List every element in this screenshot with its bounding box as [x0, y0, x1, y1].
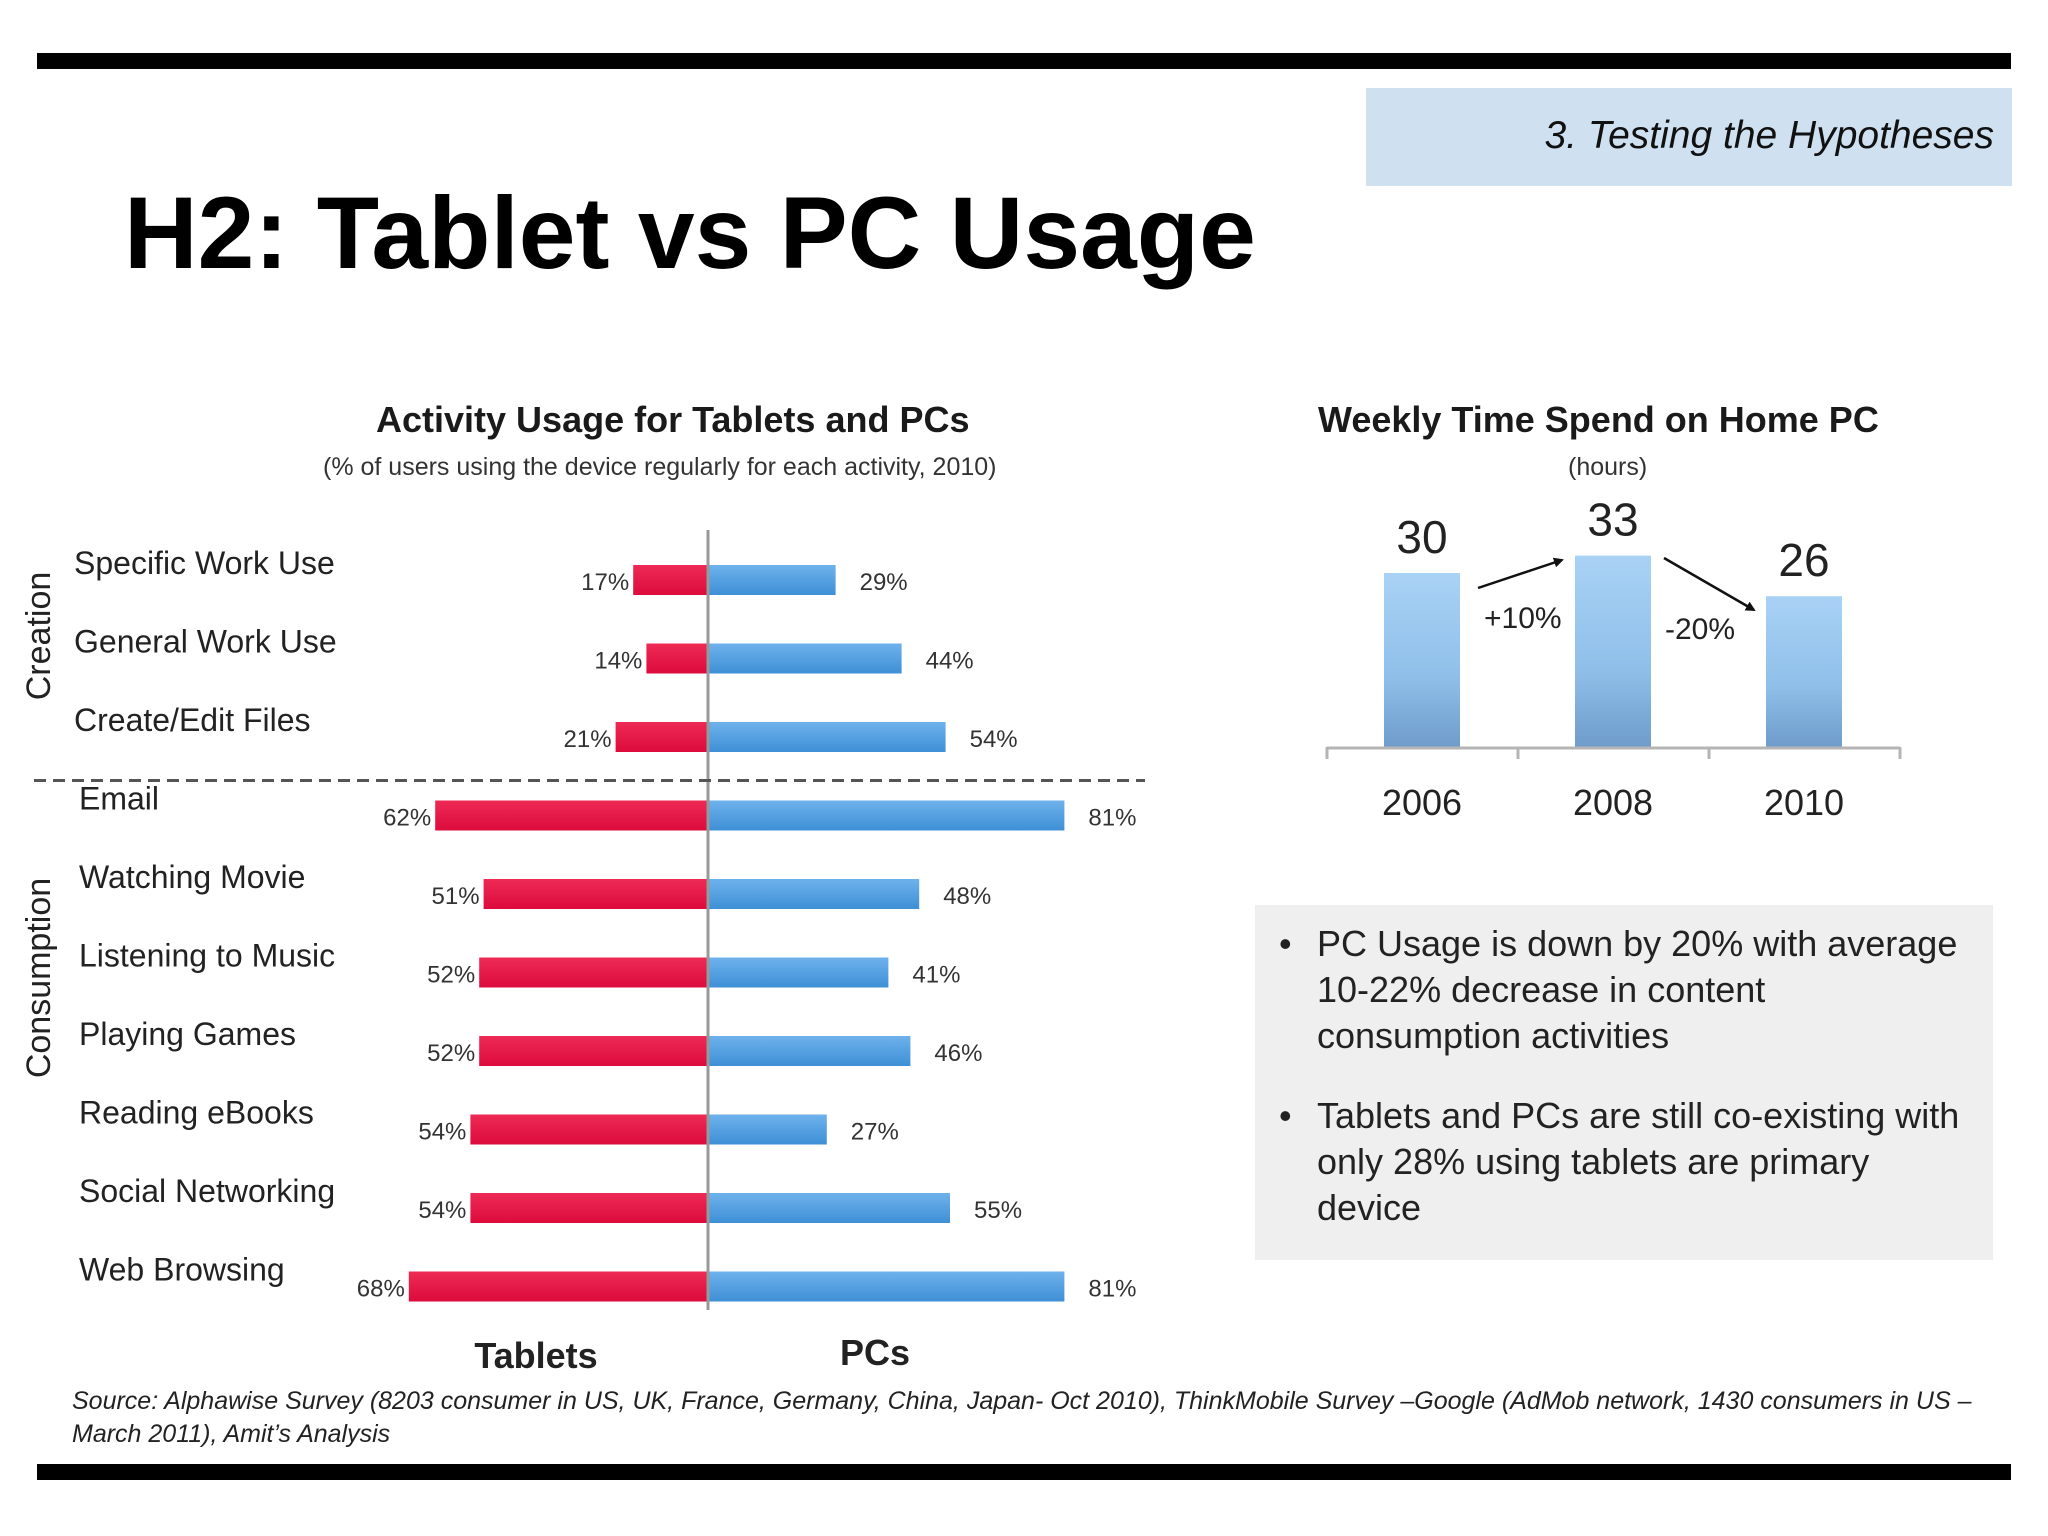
section-tag: 3. Testing the Hypotheses — [1366, 88, 2012, 186]
tablet-value-label: 54% — [418, 1197, 466, 1224]
tablet-value-label: 14% — [594, 648, 642, 675]
key-findings-box: PC Usage is down by 20% with average 10-… — [1255, 905, 1993, 1260]
pc-value-label: 44% — [926, 648, 974, 675]
pc-bar — [708, 957, 889, 988]
tablet-value-label: 52% — [427, 1040, 475, 1067]
pc-time-chart-title: Weekly Time Spend on Home PC — [1318, 399, 1879, 440]
page-title: H2: Tablet vs PC Usage — [124, 176, 1256, 290]
category-label: Create/Edit Files — [74, 702, 311, 738]
category-label: Web Browsing — [79, 1252, 285, 1288]
pc-value-label: 81% — [1088, 1276, 1136, 1303]
tablet-bar — [633, 565, 708, 595]
pc-time-year-label: 2008 — [1573, 782, 1653, 823]
tablet-bar — [470, 1114, 708, 1145]
pc-bar — [708, 722, 946, 752]
key-finding-1: PC Usage is down by 20% with average 10-… — [1279, 921, 1975, 1059]
activity-chart: Specific Work Use 17% 29% General Work Use 1… — [20, 530, 1145, 1376]
tablet-bar — [479, 957, 708, 988]
pc-value-label: 81% — [1088, 805, 1136, 832]
tablet-value-label: 17% — [581, 569, 629, 596]
source-note: Source: Alphawise Survey (8203 consumer … — [72, 1387, 1972, 1448]
tablet-bar — [470, 1193, 708, 1223]
category-label: Email — [79, 781, 159, 817]
group-label-consumption: Consumption — [20, 878, 58, 1078]
pc-time-bar — [1384, 573, 1460, 747]
pc-bar — [708, 879, 920, 909]
category-label: Specific Work Use — [74, 545, 335, 581]
pc-bar — [708, 643, 902, 674]
pc-bar — [708, 1114, 827, 1145]
category-label: Playing Games — [79, 1016, 296, 1052]
category-label: Reading eBooks — [79, 1095, 314, 1131]
category-label: Social Networking — [79, 1173, 335, 1209]
pc-value-label: 46% — [934, 1040, 982, 1067]
top-rule — [37, 53, 2011, 69]
pc-time-year-label: 2010 — [1764, 782, 1844, 823]
group-label-creation: Creation — [20, 572, 58, 701]
pc-time-value-label: 26 — [1778, 534, 1829, 586]
category-label: General Work Use — [74, 624, 337, 660]
pc-bar — [708, 1193, 950, 1223]
bottom-rule — [37, 1464, 2011, 1480]
category-label: Listening to Music — [79, 938, 335, 974]
pc-time-value-label: 33 — [1587, 494, 1638, 546]
tablet-bar — [615, 722, 708, 752]
pc-value-label: 27% — [851, 1119, 899, 1146]
pc-bar — [708, 565, 836, 595]
tablet-bar — [483, 879, 708, 909]
pc-value-label: 48% — [943, 883, 991, 910]
pc-time-value-label: 30 — [1396, 511, 1447, 563]
tablet-value-label: 62% — [383, 805, 431, 832]
decrease-arrow — [1663, 556, 1756, 612]
key-findings-list: PC Usage is down by 20% with average 10-… — [1279, 921, 1975, 1231]
pc-time-bar — [1766, 596, 1842, 747]
tablet-bar — [646, 643, 708, 674]
pc-time-chart: 30 2006 33 2008 26 2010 +10% -20% — [1325, 494, 1902, 823]
section-label: 3. Testing the Hypotheses — [1544, 114, 1994, 157]
pc-bar — [708, 1271, 1065, 1302]
tablet-bar — [408, 1271, 708, 1302]
series-label-tablets: Tablets — [474, 1335, 597, 1376]
tablet-value-label: 51% — [432, 883, 480, 910]
tablet-value-label: 68% — [357, 1276, 405, 1303]
pc-bar — [708, 800, 1065, 831]
category-label: Watching Movie — [79, 859, 305, 895]
increase-arrow — [1477, 557, 1564, 590]
tablet-bar — [435, 800, 708, 831]
pc-value-label: 54% — [970, 726, 1018, 753]
activity-chart-title: Activity Usage for Tablets and PCs — [376, 399, 970, 440]
pc-value-label: 41% — [912, 962, 960, 989]
key-finding-2: Tablets and PCs are still co-existing wi… — [1279, 1093, 1975, 1231]
tablet-value-label: 54% — [418, 1119, 466, 1146]
pc-time-chart-subtitle: (hours) — [1568, 453, 1648, 481]
tablet-value-label: 52% — [427, 962, 475, 989]
pc-bar — [708, 1036, 911, 1066]
increase-annotation: +10% — [1484, 602, 1562, 635]
tablet-value-label: 21% — [564, 726, 612, 753]
pc-time-bar — [1575, 555, 1651, 747]
pc-value-label: 29% — [860, 569, 908, 596]
series-label-pcs: PCs — [840, 1332, 910, 1373]
tablet-bar — [479, 1036, 708, 1066]
decrease-annotation: -20% — [1665, 613, 1735, 646]
pc-value-label: 55% — [974, 1197, 1022, 1224]
pc-time-year-label: 2006 — [1382, 782, 1462, 823]
activity-chart-subtitle: (% of users using the device regularly f… — [323, 453, 997, 481]
